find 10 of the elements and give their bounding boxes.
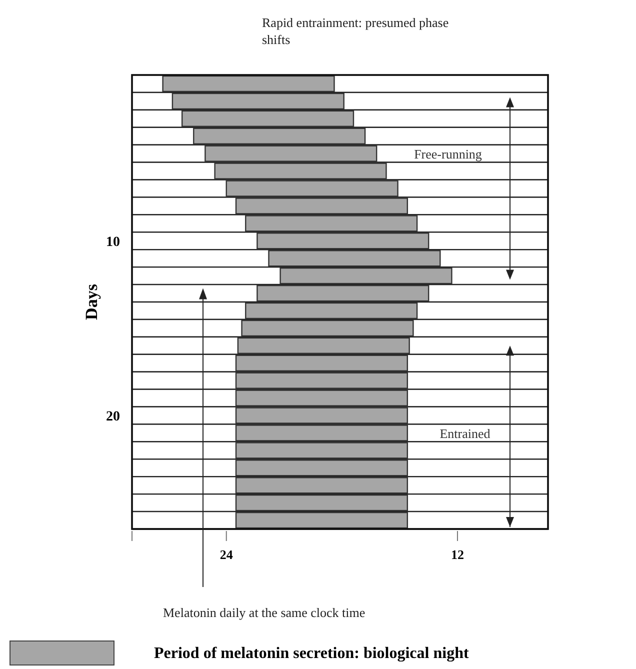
x-tick-label: 12: [450, 547, 464, 562]
x-tick-label: 24: [220, 547, 234, 562]
y-axis-title: Days: [82, 284, 101, 320]
chart-title: Rapid entrainment: presumed phase shifts: [262, 15, 449, 47]
y-tick-label: 10: [106, 234, 120, 250]
annotation: Entrained: [440, 426, 491, 441]
text: Melatonin daily at the same clock time: [163, 605, 366, 620]
y-tick-label: 20: [106, 410, 120, 424]
text: Period of melatonin secretion: biological night: [154, 645, 470, 662]
annotation: Free-running: [414, 146, 482, 162]
